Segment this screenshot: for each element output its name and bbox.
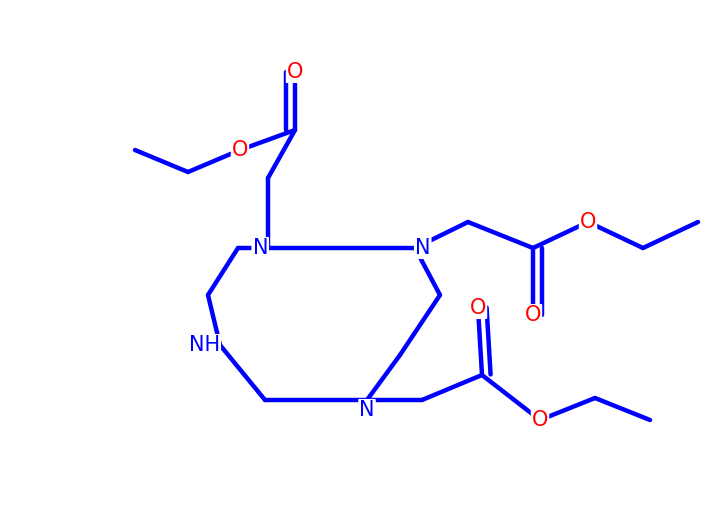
Text: NH: NH bbox=[189, 335, 220, 355]
Text: O: O bbox=[232, 140, 248, 160]
Text: N: N bbox=[253, 238, 268, 258]
Text: N: N bbox=[415, 238, 430, 258]
Text: O: O bbox=[470, 298, 486, 318]
Text: O: O bbox=[287, 62, 303, 82]
Text: O: O bbox=[525, 305, 541, 325]
Text: O: O bbox=[532, 410, 548, 430]
Text: N: N bbox=[359, 400, 374, 420]
Text: O: O bbox=[580, 212, 596, 232]
